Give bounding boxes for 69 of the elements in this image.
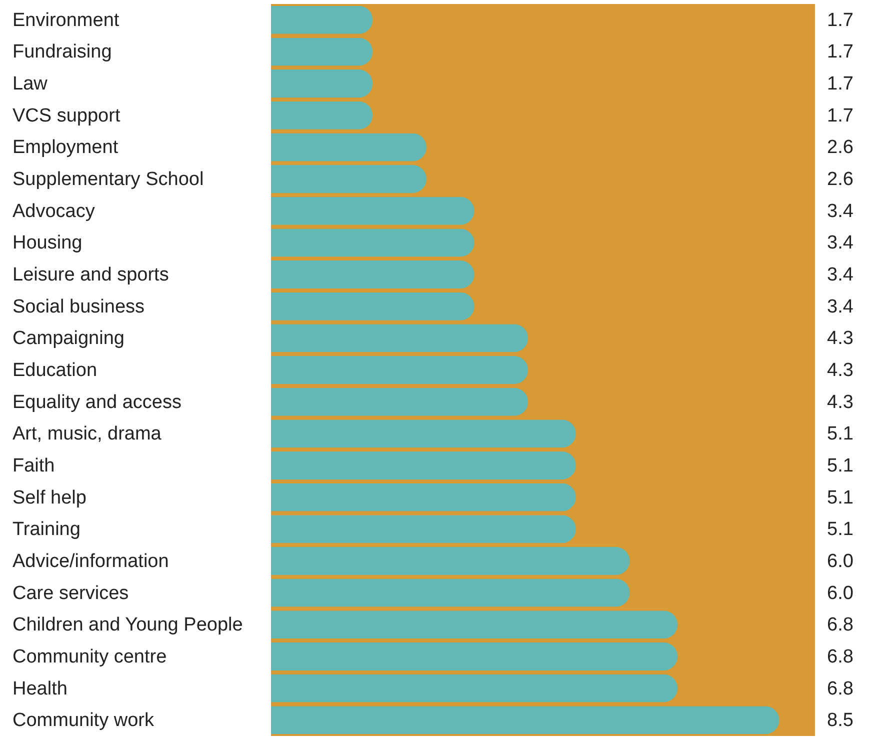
y-tick-label: Advice/information [12,550,169,572]
bar [271,292,474,320]
bar [271,6,373,34]
bar [271,388,528,416]
y-tick-label: Advocacy [12,200,96,222]
data-label: 5.1 [827,519,854,540]
y-tick-label: Equality and access [12,392,182,413]
y-tick-label: Children and Young People [12,614,243,636]
data-label: 3.4 [827,232,854,254]
data-label: 6.0 [827,582,854,604]
data-label: 1.7 [827,105,854,126]
y-tick-label: Art, music, drama [12,424,162,445]
bar [271,165,426,194]
y-tick-label: Social business [12,296,145,318]
y-tick-label: Community centre [12,646,167,668]
y-tick-label: Fundraising [12,42,112,63]
bar [271,133,426,162]
bar [271,101,373,130]
data-label: 6.8 [827,614,854,636]
data-label: 1.7 [827,10,854,31]
y-tick-label: Education [12,360,98,381]
bar [271,642,678,670]
y-tick-label: Law [12,74,48,95]
bar [271,483,576,512]
data-label: 6.8 [827,646,854,668]
data-label: 8.5 [827,710,854,732]
y-tick-label: Community work [12,710,154,732]
y-tick-label: Environment [12,10,120,31]
data-label: 2.6 [827,137,854,158]
data-label: 1.7 [827,74,854,95]
data-label: 3.4 [827,264,854,286]
data-label: 2.6 [827,169,854,190]
y-tick-label: Self help [12,487,86,508]
bar [271,260,474,289]
bar [271,38,373,66]
data-label: 6.8 [827,678,854,700]
bar [271,70,373,98]
data-label: 5.1 [827,455,854,476]
y-tick-label: Employment [12,137,119,158]
y-tick-label: Campaigning [12,328,124,350]
bar [271,546,630,575]
bar [271,515,576,544]
data-label: 4.3 [827,328,854,350]
y-tick-label: Care services [12,582,129,604]
y-tick-label: Training [12,519,80,540]
data-label: 1.7 [827,42,854,63]
bar [271,706,780,734]
data-label: 3.4 [827,200,854,222]
data-label: 5.1 [827,424,854,445]
bar [271,420,576,448]
bar [271,324,528,352]
data-label: 6.0 [827,550,854,572]
y-tick-label: Housing [12,232,82,254]
data-label: 5.1 [827,487,854,508]
data-label: 4.3 [827,360,854,381]
bar [271,610,678,639]
bar [271,674,678,702]
bar [271,228,474,257]
y-tick-label: Supplementary School [12,169,204,190]
bar [271,451,576,480]
data-label: 4.3 [827,392,854,413]
bar [271,578,630,607]
data-label: 3.4 [827,296,854,318]
y-tick-label: Health [12,678,68,700]
bar [271,196,474,225]
y-tick-label: Leisure and sports [12,264,169,286]
bar [271,356,528,384]
y-tick-label: VCS support [12,105,121,126]
y-tick-label: Faith [12,455,55,476]
